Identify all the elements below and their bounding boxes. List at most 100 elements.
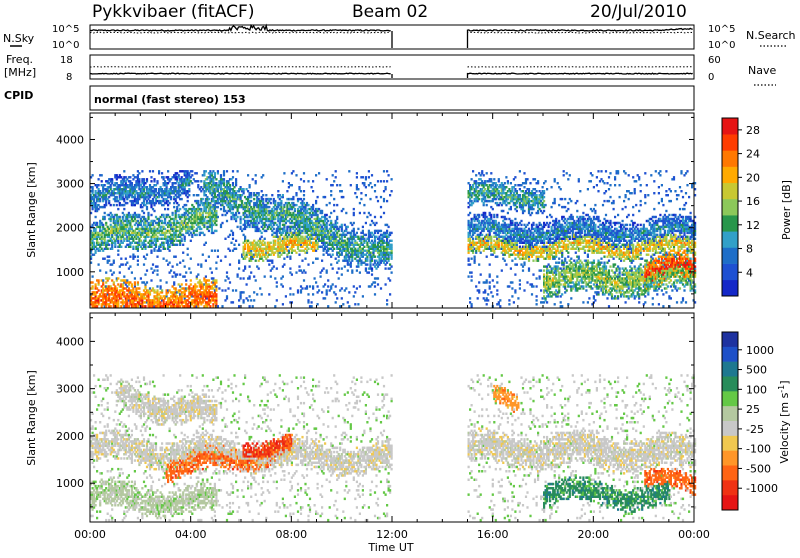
- heatmap-cell: [295, 271, 297, 273]
- heatmap-cell: [315, 174, 317, 176]
- heatmap-cell: [249, 295, 251, 297]
- heatmap-cell: [238, 305, 240, 307]
- heatmap-cell: [386, 299, 388, 301]
- heatmap-cell: [262, 174, 264, 176]
- heatmap-cell: [229, 234, 231, 236]
- heatmap-cell: [190, 279, 192, 281]
- heatmap-cell: [92, 281, 94, 283]
- heatmap-cell: [469, 297, 471, 299]
- heatmap-cell: [490, 291, 492, 293]
- heatmap-cell: [342, 208, 344, 210]
- heatmap-cell: [323, 254, 325, 256]
- heatmap-cell: [312, 262, 314, 264]
- heatmap-cell: [226, 271, 228, 273]
- heatmap-cell: [238, 244, 240, 246]
- heatmap-cell: [388, 174, 390, 176]
- heatmap-cell: [146, 206, 148, 208]
- noise-left-tick-top: 10^5: [52, 24, 79, 35]
- heatmap-cell: [117, 208, 119, 210]
- heatmap-cell: [190, 271, 192, 273]
- heatmap-cell: [113, 281, 115, 283]
- heatmap-cell: [104, 258, 106, 260]
- heatmap-cell: [161, 172, 163, 174]
- heatmap-cell: [185, 271, 187, 273]
- heatmap-cell: [247, 299, 249, 301]
- heatmap-cell: [270, 242, 272, 244]
- heatmap-cell: [332, 184, 334, 186]
- heatmap-cell: [164, 208, 166, 210]
- heatmap-cell: [329, 216, 331, 218]
- heatmap-cell: [335, 176, 337, 178]
- heatmap-cell: [146, 178, 148, 180]
- freq-label-line2: [MHz]: [4, 66, 36, 79]
- heatmap-cell: [146, 281, 148, 283]
- heatmap-cell: [131, 182, 133, 184]
- heatmap-cell: [117, 254, 119, 256]
- heatmap-cell: [137, 260, 139, 262]
- heatmap-cell: [184, 236, 186, 238]
- heatmap-cell: [123, 275, 125, 277]
- heatmap-cell: [283, 258, 285, 260]
- heatmap-cell: [369, 182, 371, 184]
- heatmap-cell: [377, 277, 379, 279]
- heatmap-cell: [298, 254, 300, 256]
- heatmap-cell: [336, 204, 338, 206]
- heatmap-cell: [252, 305, 254, 307]
- heatmap-cell: [339, 184, 341, 186]
- heatmap-cell: [200, 263, 202, 265]
- heatmap-cell: [270, 275, 272, 277]
- freq-panel: Freq. [MHz] 18 8 60 0 Nave: [4, 53, 776, 85]
- heatmap-cell: [156, 289, 158, 291]
- heatmap-cell: [197, 200, 199, 202]
- heatmap-cell: [368, 176, 370, 178]
- freq-left-tick-top: 18: [60, 55, 73, 66]
- heatmap-cell: [221, 305, 223, 307]
- heatmap-cell: [178, 204, 180, 206]
- heatmap-cell: [250, 200, 252, 202]
- power-cells: [90, 170, 696, 307]
- heatmap-cell: [209, 267, 211, 269]
- heatmap-cell: [190, 240, 192, 242]
- heatmap-cell: [324, 297, 326, 299]
- heatmap-cell: [374, 285, 376, 287]
- heatmap-cell: [480, 252, 482, 254]
- heatmap-cell: [256, 293, 258, 295]
- heatmap-cell: [354, 291, 356, 293]
- heatmap-cell: [156, 273, 158, 275]
- heatmap-cell: [169, 202, 171, 204]
- heatmap-cell: [276, 299, 278, 301]
- heatmap-cell: [371, 267, 373, 269]
- heatmap-cell: [241, 200, 243, 202]
- heatmap-cell: [188, 267, 190, 269]
- heatmap-cell: [237, 226, 239, 228]
- heatmap-cell: [184, 275, 186, 277]
- heatmap-cell: [232, 182, 234, 184]
- heatmap-cell: [261, 236, 263, 238]
- heatmap-cell: [338, 260, 340, 262]
- heatmap-cell: [329, 202, 331, 204]
- heatmap-cell: [155, 188, 157, 190]
- heatmap-cell: [187, 200, 189, 202]
- heatmap-cell: [318, 172, 320, 174]
- heatmap-cell: [282, 285, 284, 287]
- heatmap-cell: [169, 250, 171, 252]
- heatmap-cell: [110, 269, 112, 271]
- heatmap-cell: [333, 248, 335, 250]
- heatmap-cell: [385, 186, 387, 188]
- heatmap-cell: [483, 174, 485, 176]
- heatmap-cell: [341, 273, 343, 275]
- heatmap-cell: [363, 204, 365, 206]
- heatmap-cell: [468, 258, 470, 260]
- heatmap-cell: [486, 279, 488, 281]
- heatmap-cell: [221, 222, 223, 224]
- heatmap-cell: [215, 267, 217, 269]
- heatmap-cell: [143, 212, 145, 214]
- heatmap-cell: [113, 260, 115, 262]
- heatmap-cell: [169, 262, 171, 264]
- heatmap-cell: [486, 204, 488, 206]
- freq-right-tick-bottom: 0: [708, 72, 714, 83]
- heatmap-cell: [119, 216, 121, 218]
- heatmap-cell: [374, 281, 376, 283]
- heatmap-cell: [333, 198, 335, 200]
